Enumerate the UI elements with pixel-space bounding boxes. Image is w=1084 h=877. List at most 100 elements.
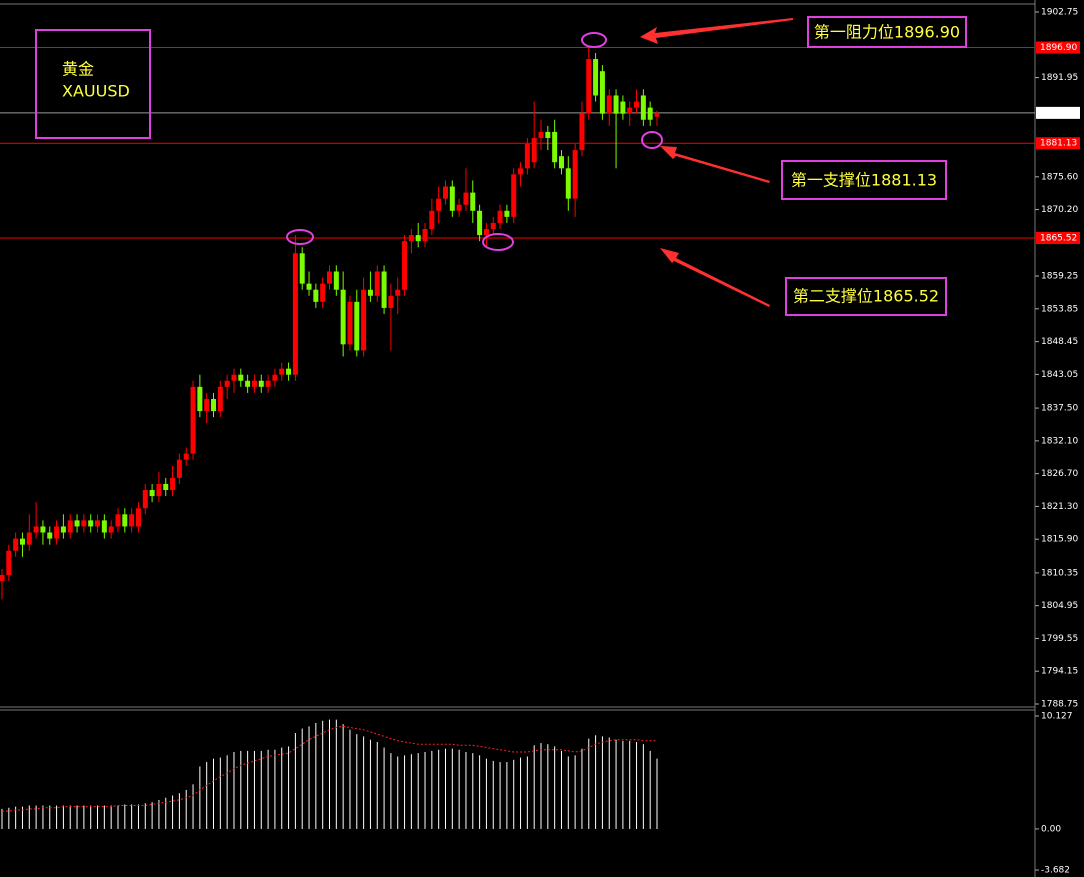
y-tick-label: 1804.95	[1041, 601, 1078, 611]
candle-body	[306, 283, 312, 290]
y-tick-label: 1826.70	[1041, 469, 1078, 479]
candle-body	[449, 186, 455, 211]
price-tag	[1036, 106, 1080, 119]
indicator-panel: 10.127 0.00 -3.682	[1, 712, 1073, 876]
candle-body	[33, 526, 39, 533]
candle-body	[183, 453, 189, 460]
annotation: 第一阻力位1896.90	[807, 16, 967, 48]
symbol-code: XAUUSD	[62, 82, 130, 101]
y-tick-label: 1832.10	[1041, 436, 1078, 446]
candle-body	[67, 520, 73, 533]
candle-body	[504, 210, 510, 217]
candle-body	[292, 253, 298, 375]
candle-body	[524, 144, 530, 169]
price-tag	[1036, 231, 1080, 244]
ellipse	[482, 233, 514, 251]
y-tick-label: -3.682	[1041, 866, 1070, 876]
box	[35, 29, 151, 139]
candle-body	[347, 301, 353, 345]
candle-body	[238, 374, 244, 381]
candle-body	[408, 235, 414, 242]
y-tick-label: 1848.45	[1041, 337, 1078, 347]
arrow	[660, 248, 770, 307]
candle-body	[627, 107, 633, 114]
candle-body	[511, 174, 517, 217]
y-tick-label: 1821.30	[1041, 502, 1078, 512]
candle-body	[497, 210, 503, 223]
candle-body	[490, 222, 496, 230]
candle-body	[463, 192, 469, 205]
candle-body	[190, 386, 196, 454]
candle-body	[265, 380, 271, 387]
candle-body	[388, 295, 394, 308]
candle-body	[422, 229, 428, 242]
candle-body	[354, 301, 360, 351]
candle-body	[367, 289, 373, 296]
candle-body	[245, 380, 251, 387]
arrow	[640, 18, 793, 44]
candle-body	[606, 95, 612, 114]
candle-body	[204, 398, 210, 412]
candle-body	[286, 368, 292, 375]
price-tag-label: 1886.13	[1040, 108, 1077, 118]
markers	[286, 32, 663, 251]
candle-body	[579, 113, 585, 151]
candle-body	[279, 368, 285, 375]
y-tick-label: 1788.75	[1041, 700, 1078, 710]
y-tick-label: 1794.15	[1041, 667, 1078, 677]
box	[807, 16, 967, 48]
annotation-text: 第一支撑位1881.13	[791, 171, 937, 190]
candle-body	[381, 271, 387, 308]
candle-body	[163, 483, 169, 491]
candle-body	[313, 289, 319, 302]
y-tick-label: 1875.60	[1041, 172, 1078, 182]
candle-body	[197, 386, 203, 412]
candle-body	[224, 380, 230, 387]
candle-body	[552, 131, 558, 163]
candle-body	[156, 483, 162, 497]
candle-body	[477, 210, 483, 236]
y-tick-label: 1902.75	[1041, 8, 1078, 18]
candle-body	[613, 95, 619, 114]
symbol-box: 黄金 XAUUSD	[35, 29, 151, 139]
symbol-name: 黄金	[62, 60, 94, 79]
candle-body	[429, 210, 435, 230]
candle-body	[558, 156, 564, 169]
candle-body	[531, 137, 537, 163]
candle-body	[6, 550, 12, 576]
candle-body	[217, 386, 223, 412]
arrow	[660, 146, 770, 183]
candle-body	[333, 271, 339, 290]
price-tag-label: 1865.52	[1040, 233, 1077, 243]
candle-body	[299, 253, 305, 284]
annotation-text: 第一阻力位1896.90	[814, 23, 960, 42]
candle-body	[572, 150, 578, 199]
candle-body	[26, 532, 32, 545]
candle-body	[170, 477, 176, 491]
candle-body	[19, 538, 25, 545]
candle-body	[40, 526, 46, 533]
y-tick-label: 10.127	[1041, 712, 1073, 722]
arrows	[640, 18, 793, 307]
candle-body	[518, 168, 524, 175]
candle-body	[442, 186, 448, 199]
y-tick-label: 1891.95	[1041, 73, 1078, 83]
candle-body	[101, 520, 107, 533]
box	[785, 277, 947, 316]
candle-body	[374, 271, 380, 296]
price-tag-label: 1896.90	[1040, 43, 1077, 53]
candle-body	[361, 289, 367, 351]
y-tick-label: 1799.55	[1041, 634, 1078, 644]
candle-body	[122, 514, 128, 527]
y-tick-label: 1810.35	[1041, 568, 1078, 578]
candle-body	[176, 459, 182, 478]
signal-line	[2, 725, 657, 812]
candle-body	[149, 490, 155, 497]
y-tick-label: 1815.90	[1041, 535, 1078, 545]
candle-body	[251, 380, 257, 387]
candle-body	[231, 374, 237, 381]
candle-body	[395, 289, 401, 296]
box	[781, 160, 947, 200]
candle-body	[74, 520, 80, 527]
